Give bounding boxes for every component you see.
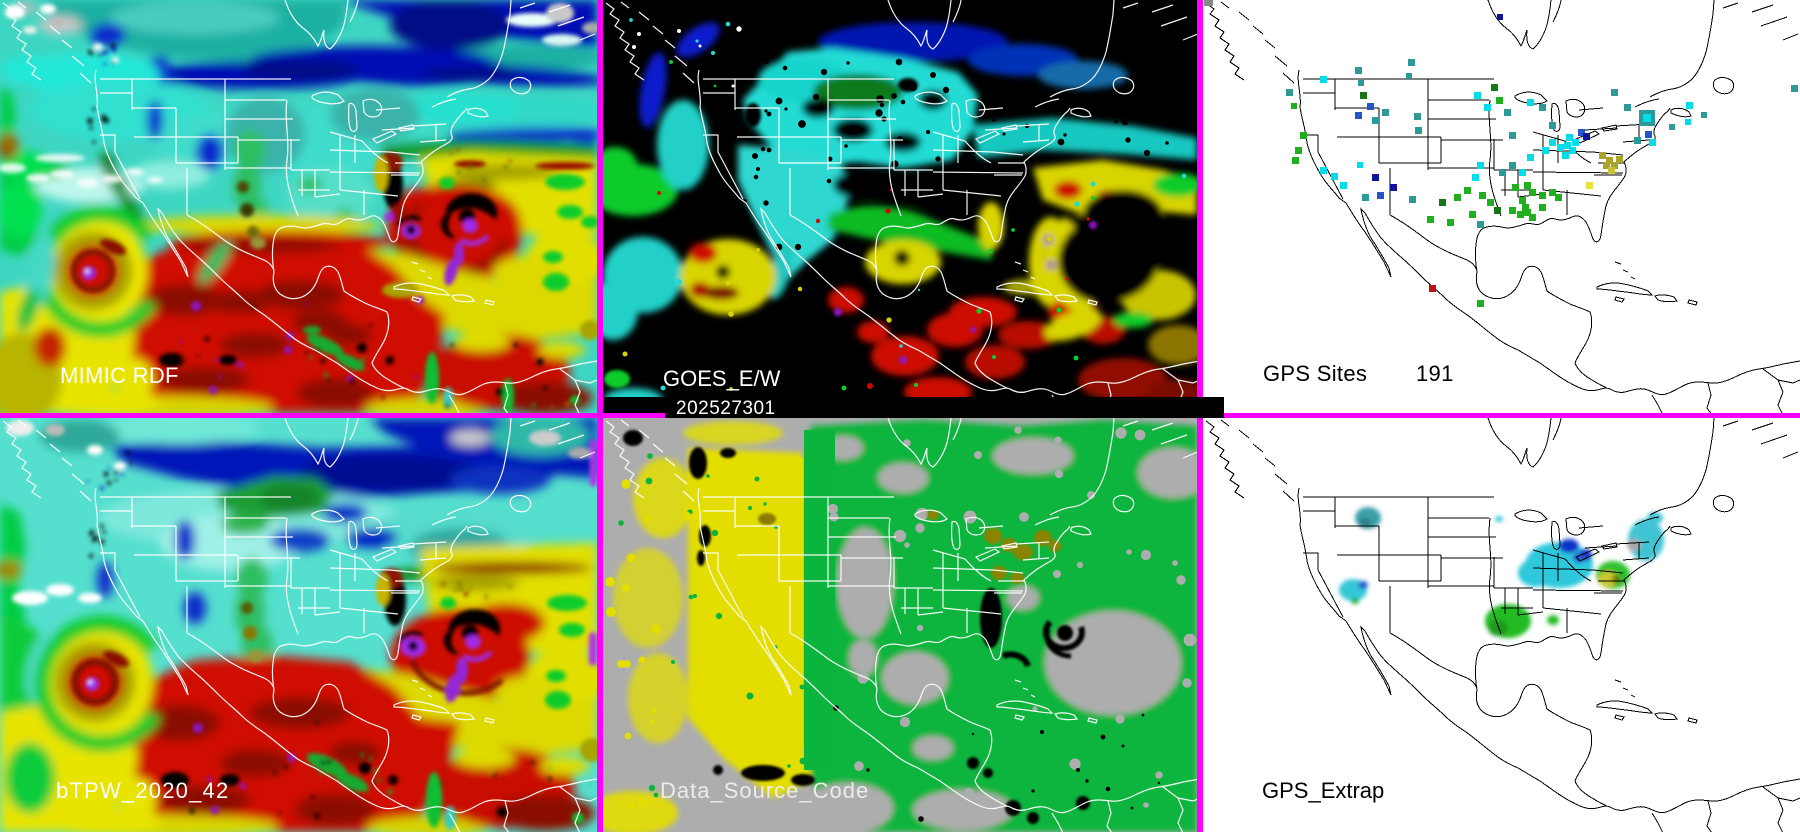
svg-text:bTPW_2020_42: bTPW_2020_42 — [56, 778, 229, 803]
svg-text:Data_Source_Code: Data_Source_Code — [660, 778, 869, 803]
svg-text:GOES_E/W: GOES_E/W — [663, 366, 781, 391]
svg-text:GPS Sites: GPS Sites — [1263, 361, 1367, 386]
svg-text:GPS_Extrap: GPS_Extrap — [1262, 778, 1384, 803]
svg-text:191: 191 — [1416, 361, 1454, 386]
svg-text:MIMIC RDF: MIMIC RDF — [60, 363, 179, 388]
